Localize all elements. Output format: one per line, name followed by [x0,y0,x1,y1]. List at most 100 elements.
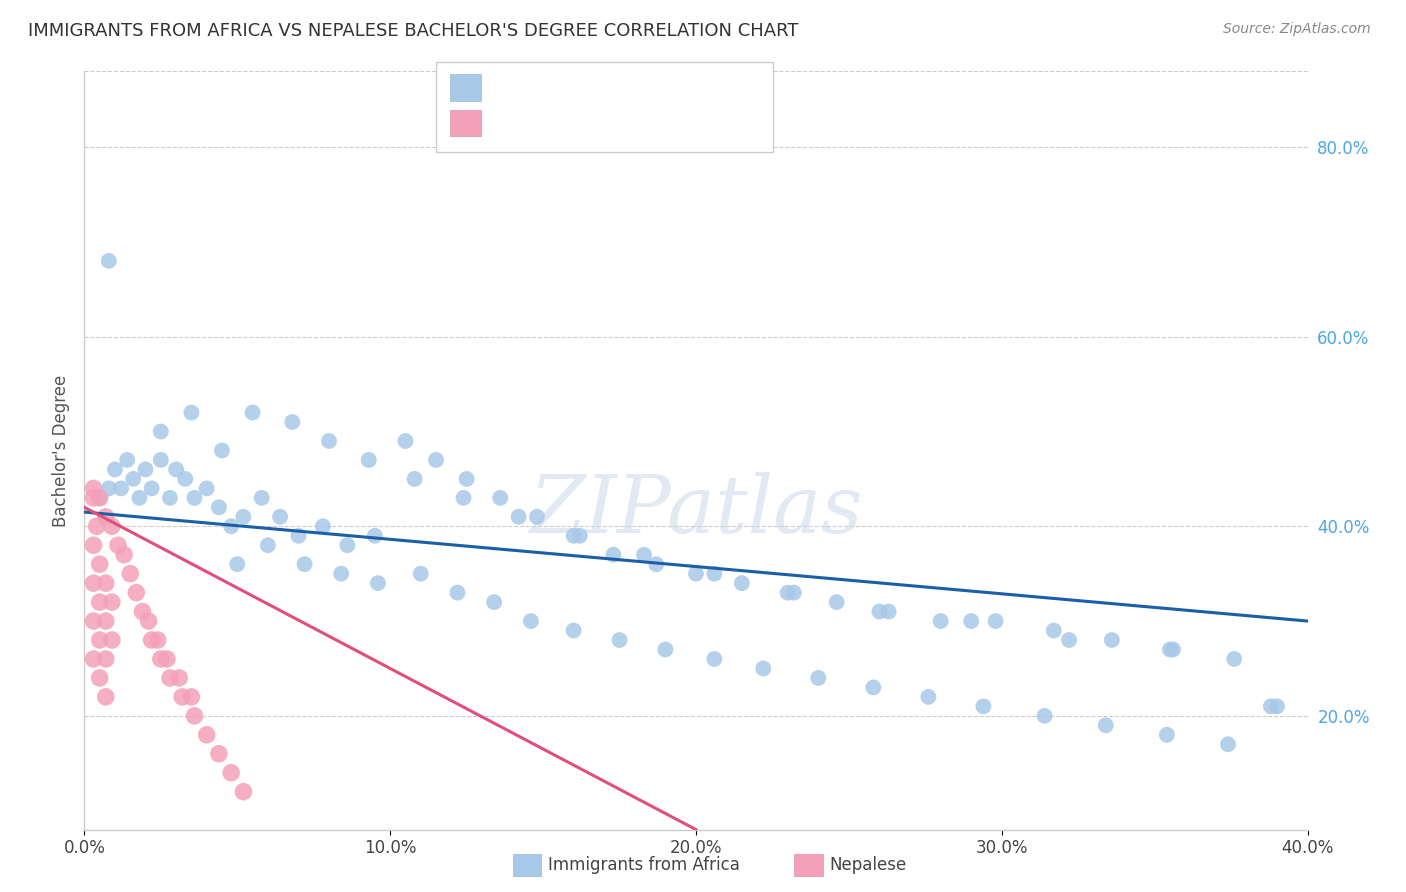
Point [294,557,316,572]
Point [135,462,157,476]
Point [1159,642,1181,657]
Point [211,443,233,458]
Point [83,652,105,666]
Text: IMMIGRANTS FROM AFRICA VS NEPALESE BACHELOR'S DEGREE CORRELATION CHART: IMMIGRANTS FROM AFRICA VS NEPALESE BACHE… [28,22,799,40]
Point [219,519,242,533]
Point [984,614,1007,628]
Point [1156,728,1178,742]
Point [453,491,475,505]
Point [208,747,231,761]
Point [180,690,202,704]
Point [1161,642,1184,657]
Point [394,434,416,448]
Point [120,566,142,581]
Point [269,509,291,524]
Point [1265,699,1288,714]
Point [89,671,111,685]
Point [156,652,179,666]
Point [242,405,264,420]
Point [97,254,120,268]
Point [520,614,543,628]
Point [115,453,138,467]
Point [208,500,231,515]
Point [703,652,725,666]
Point [180,405,202,420]
Point [1042,624,1064,638]
Point [149,652,172,666]
Text: Immigrants from Africa: Immigrants from Africa [548,856,740,874]
Point [602,548,624,562]
Point [94,652,117,666]
Point [97,482,120,496]
Point [83,614,105,628]
Point [101,519,124,533]
Point [141,482,163,496]
Point [89,595,111,609]
Point [703,566,725,581]
Point [250,491,273,505]
Point [89,557,111,572]
Point [159,491,181,505]
Point [609,633,631,648]
Point [122,472,145,486]
Point [357,453,380,467]
Point [89,491,111,505]
Point [281,415,304,429]
Point [409,566,432,581]
Point [731,576,754,591]
Point [783,585,806,599]
Point [972,699,994,714]
Point [633,548,655,562]
Point [219,765,242,780]
Point [446,585,468,599]
Point [456,472,478,486]
Point [404,472,426,486]
Point [165,462,187,476]
Point [94,509,117,524]
Point [86,519,108,533]
Point [167,671,190,685]
Point [1033,708,1056,723]
Point [776,585,799,599]
Point [101,633,124,648]
Text: Nepalese: Nepalese [830,856,907,874]
Point [107,538,129,552]
Point [482,595,505,609]
Point [330,566,353,581]
Point [287,529,309,543]
Point [877,605,900,619]
Point [131,605,153,619]
Point [685,566,707,581]
Point [83,576,105,591]
Point [125,585,148,599]
Point [112,548,135,562]
Point [195,482,218,496]
Point [232,785,254,799]
Point [159,671,181,685]
Point [960,614,983,628]
Point [1216,737,1239,751]
Point [104,462,127,476]
Point [1101,633,1123,648]
Point [645,557,668,572]
Text: ZIPatlas: ZIPatlas [529,473,863,549]
Point [89,633,111,648]
Point [83,482,105,496]
Point [226,557,249,572]
Point [917,690,939,704]
Point [654,642,676,657]
Point [174,472,197,486]
Point [929,614,952,628]
Point [138,614,160,628]
Point [110,482,132,496]
Point [94,690,117,704]
Point [183,708,205,723]
Point [195,728,218,742]
Point [1094,718,1116,732]
Point [1260,699,1282,714]
Point [89,491,111,505]
Point [149,453,172,467]
Point [128,491,150,505]
Text: R = -0.290    N = 86: R = -0.290 N = 86 [495,80,664,98]
Y-axis label: Bachelor's Degree: Bachelor's Degree [52,375,70,526]
